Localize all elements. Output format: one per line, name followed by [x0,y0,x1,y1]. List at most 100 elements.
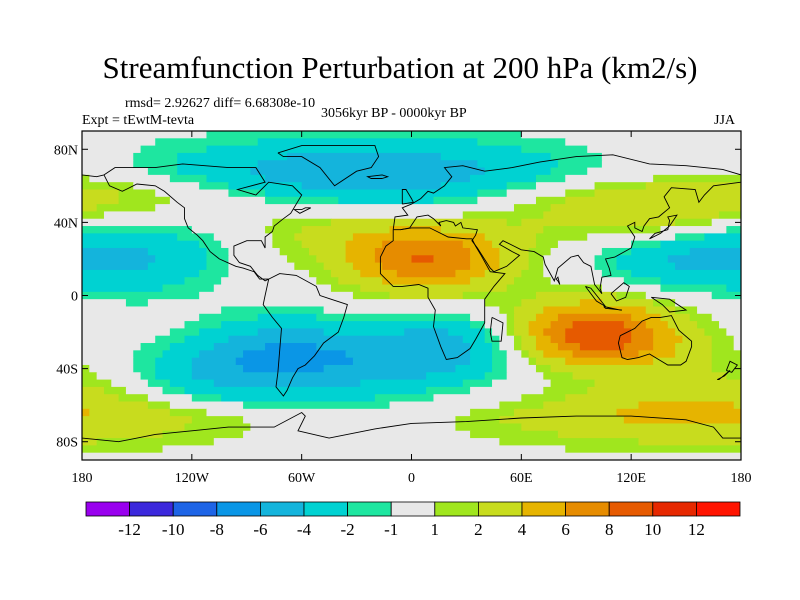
field-cell [711,364,741,373]
field-cell [118,189,156,198]
field-cell [557,240,632,249]
field-cell [565,138,741,147]
field-cell [82,328,171,337]
field-cell [338,277,383,286]
field-cell [199,240,222,249]
field-cell [601,247,632,256]
field-cell [601,299,654,308]
field-cell [221,394,376,403]
field-cell [147,394,193,403]
field-cell [470,350,493,359]
colorbar-label: -4 [297,520,312,539]
field-cell [572,372,727,381]
field-cell [711,218,741,227]
field-cell [206,262,230,271]
field-cell [213,379,361,388]
field-cell [155,335,186,344]
field-cell [601,152,741,161]
field-cell [243,364,325,373]
field-cell [543,226,662,234]
field-cell [301,182,442,191]
field-cell [155,357,193,366]
field-cell [96,438,215,446]
field-cell [228,189,266,198]
field-cell [177,160,259,169]
field-cell [616,291,647,300]
field-cell [82,240,200,249]
field-cell [550,379,596,388]
field-cell [470,321,486,329]
field-cell [82,445,164,454]
field-cell [257,328,325,337]
field-cell [528,262,544,271]
field-cell [470,247,500,256]
field-cell [616,255,669,264]
field-cell [660,277,741,286]
field-cell [206,131,522,139]
field-cell [374,394,435,403]
field-cell [265,343,317,351]
field-cell [733,401,741,410]
field-cell [565,335,632,344]
field-cell [543,386,588,395]
field-cell [301,240,347,249]
colorbar-box [608,501,654,517]
field-cell [550,204,741,213]
field-cell [462,335,486,344]
field-cell [587,167,741,176]
field-cell [645,306,676,315]
field-cell [462,211,544,220]
coastline [379,227,506,361]
field-cell [184,335,230,344]
field-cell [82,430,164,439]
field-cell [221,306,325,315]
field-cell [440,226,544,234]
field-cell [294,233,354,242]
field-cell [514,321,530,329]
field-cell [82,372,98,381]
field-cell [594,379,741,388]
field-cell [82,196,120,205]
field-cell [316,313,471,322]
x-tick-label: 180 [72,471,93,486]
field-cell [89,408,171,417]
field-cell [82,284,164,293]
field-cell [733,343,741,351]
field-cell [111,379,149,388]
field-cell [213,233,273,242]
field-cell [535,291,618,300]
field-cell [221,240,273,249]
field-cell [330,284,361,293]
colorbar-label: 12 [688,520,705,539]
field-cell [506,218,522,227]
field-cell [726,284,741,293]
field-cell [82,204,98,213]
field-cell [470,386,544,395]
y-tick-label: 40N [54,216,78,231]
contour-field [82,131,741,460]
field-cell [631,240,662,249]
field-cell [250,423,457,432]
field-cell [514,328,530,337]
field-cell [543,255,596,264]
field-cell [265,196,339,205]
field-cell [521,269,544,278]
field-cell [316,277,339,286]
field-cell [499,401,544,410]
field-cell [623,321,647,329]
field-cell [572,350,640,359]
field-cell [484,233,537,242]
field-cell [470,313,508,322]
field-cell [374,247,471,256]
field-cell [360,379,464,388]
field-cell [82,343,142,351]
field-cell [543,350,574,359]
field-cell [213,438,500,446]
field-cell [543,328,566,337]
field-cell [477,138,566,147]
field-cell [191,372,427,381]
coastline [392,154,741,230]
coastline [277,145,380,187]
field-cell [338,196,435,205]
field-cell [345,240,383,249]
